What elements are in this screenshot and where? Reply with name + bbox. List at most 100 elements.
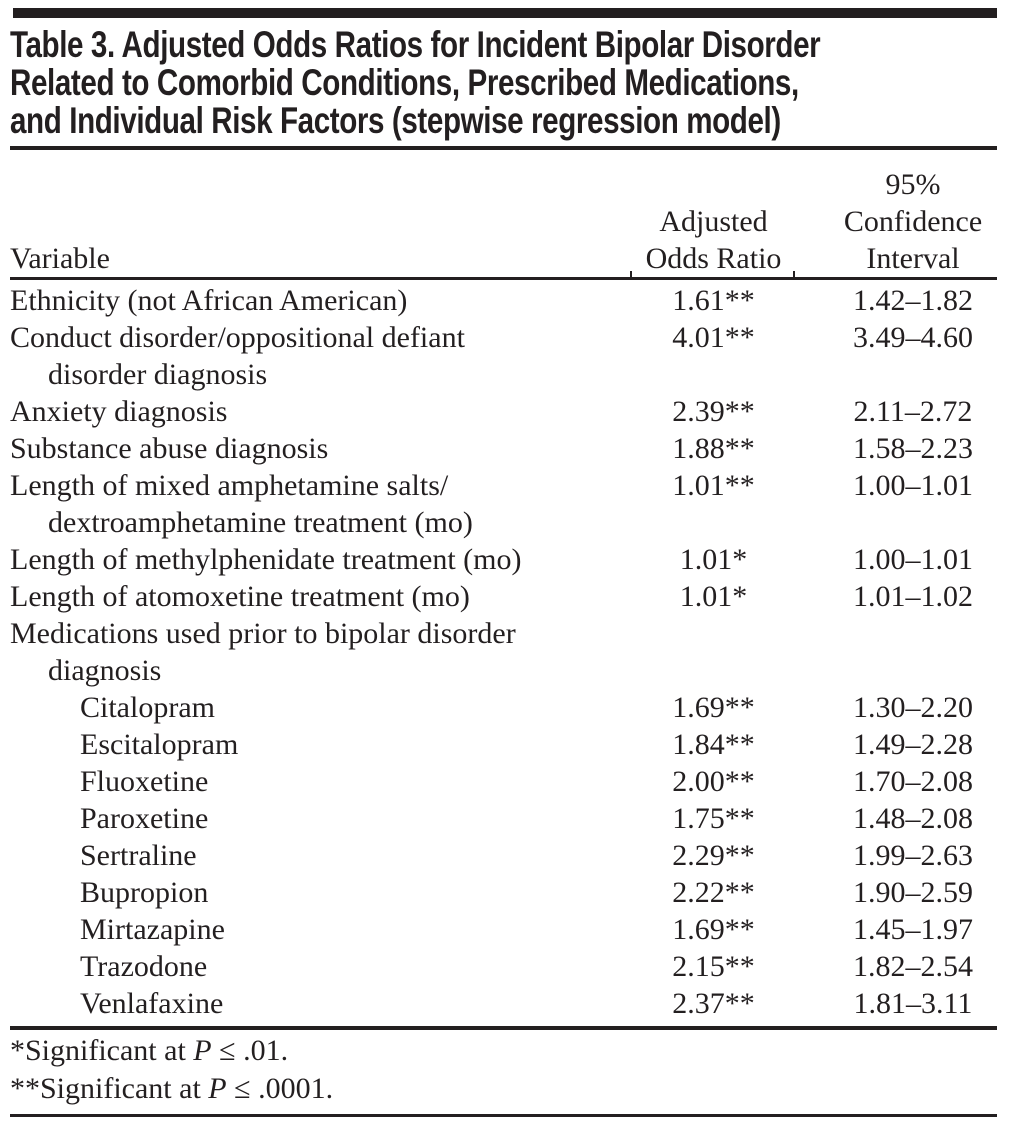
confidence-interval-cell: 1.48–2.08 [853, 802, 973, 835]
confidence-interval-cell: 1.82–2.54 [853, 950, 973, 983]
footnotes: *Significant at P ≤ .01. **Significant at… [10, 1030, 997, 1108]
column-header-line: Odds Ratio [645, 242, 782, 275]
table-row: Length of methylphenidate treatment (mo)… [10, 541, 997, 578]
table-row: Venlafaxine 2.37** 1.81–3.11 [10, 985, 997, 1022]
table-row: Mirtazapine 1.69** 1.45–1.97 [10, 911, 997, 948]
confidence-interval-cell: 1.00–1.01 [853, 469, 973, 502]
table-row: Substance abuse diagnosis 1.88** 1.58–2.23 [10, 430, 997, 467]
adjusted-odds-ratio-cell: 1.61** [672, 284, 755, 317]
adjusted-odds-ratio-cell: 1.88** [672, 432, 755, 465]
column-header-line: Confidence [843, 205, 983, 238]
table-row: Paroxetine 1.75** 1.48–2.08 [10, 800, 997, 837]
table-row: Length of mixed amphetamine salts/1.01**… [10, 467, 997, 504]
adjusted-odds-ratio-cell: 1.84** [672, 728, 755, 761]
table-row: disorder diagnosis [10, 356, 997, 393]
column-header-confidence-interval: 95% Confidence Interval [795, 166, 997, 277]
variable-cell: Sertraline [80, 839, 197, 872]
confidence-interval-cell: 1.81–3.11 [853, 987, 973, 1020]
variable-cell: Escitalopram [80, 728, 239, 761]
column-header-adjusted-odds-ratio: Adjusted Odds Ratio [632, 203, 795, 277]
confidence-interval-cell: 1.90–2.59 [853, 876, 973, 909]
variable-cell: Fluoxetine [80, 765, 209, 798]
adjusted-odds-ratio-cell: 1.75** [672, 802, 755, 835]
variable-cell: Mirtazapine [80, 913, 225, 946]
variable-cell: Substance abuse diagnosis [10, 432, 329, 465]
variable-cell: Bupropion [80, 876, 209, 909]
footnote-text: *Significant at [10, 1034, 194, 1067]
top-heavy-rule [13, 8, 997, 18]
title-underline-rule [10, 146, 997, 150]
table-row: Medications used prior to bipolar disord… [10, 615, 997, 652]
footnote-text: ≤ .0001. [226, 1072, 334, 1105]
variable-cell: Medications used prior to bipolar disord… [10, 617, 516, 650]
confidence-interval-cell: 1.70–2.08 [853, 765, 973, 798]
column-divider-tick [793, 271, 795, 280]
table-title-line: Table 3. Adjusted Odds Ratios for Incide… [10, 24, 821, 65]
bottom-rule [10, 1114, 997, 1117]
adjusted-odds-ratio-cell: 4.01** [672, 321, 755, 354]
variable-cell: Length of mixed amphetamine salts/ [10, 469, 449, 502]
table-row: diagnosis [10, 652, 997, 689]
confidence-interval-cell: 3.49–4.60 [853, 321, 973, 354]
confidence-interval-cell: 1.58–2.23 [853, 432, 973, 465]
adjusted-odds-ratio-cell [632, 504, 795, 541]
variable-cell: disorder diagnosis [48, 358, 268, 391]
variable-cell: Citalopram [80, 691, 215, 724]
confidence-interval-cell: 1.30–2.20 [853, 691, 973, 724]
table-row: Fluoxetine 2.00** 1.70–2.08 [10, 763, 997, 800]
confidence-interval-cell: 1.45–1.97 [853, 913, 973, 946]
adjusted-odds-ratio-cell: 1.01** [672, 469, 755, 502]
variable-cell: Trazodone [80, 950, 208, 983]
column-headers: Variable Adjusted Odds Ratio 95% Confide… [10, 166, 997, 277]
table-row: Citalopram 1.69** 1.30–2.20 [10, 689, 997, 726]
adjusted-odds-ratio-cell: 1.01* [679, 580, 748, 613]
column-header-line: Interval [866, 242, 960, 275]
confidence-interval-cell: 1.49–2.28 [853, 728, 973, 761]
table-row: Conduct disorder/oppositional defiant 4.0… [10, 319, 997, 356]
adjusted-odds-ratio-cell [632, 615, 795, 652]
table-row: Trazodone 2.15** 1.82–2.54 [10, 948, 997, 985]
confidence-interval-cell: 2.11–2.72 [853, 395, 973, 428]
table-rows: Ethnicity (not African American) 1.61** 1.… [10, 280, 997, 1022]
footnote-rule [10, 1026, 997, 1030]
variable-cell: Venlafaxine [80, 987, 224, 1020]
table-row: Length of atomoxetine treatment (mo) 1.01… [10, 578, 997, 615]
adjusted-odds-ratio-cell: 1.01* [679, 543, 748, 576]
table-row: Ethnicity (not African American) 1.61** 1.… [10, 282, 997, 319]
adjusted-odds-ratio-cell: 2.29** [672, 839, 755, 872]
footnote: *Significant at P ≤ .01. [10, 1032, 997, 1070]
adjusted-odds-ratio-cell: 1.69** [672, 691, 755, 724]
variable-cell: Length of atomoxetine treatment (mo) [10, 580, 470, 613]
confidence-interval-cell: 1.01–1.02 [853, 580, 973, 613]
column-header-variable: Variable [10, 242, 110, 275]
variable-cell: Length of methylphenidate treatment (mo) [10, 543, 522, 576]
table-title-line: and Individual Risk Factors (stepwise re… [10, 100, 781, 141]
table-row: Bupropion 2.22** 1.90–2.59 [10, 874, 997, 911]
variable-cell: diagnosis [48, 654, 162, 687]
adjusted-odds-ratio-cell: 2.37** [672, 987, 755, 1020]
column-header-line: Adjusted [659, 205, 768, 238]
p-value-symbol: P [208, 1072, 227, 1105]
adjusted-odds-ratio-cell: 1.69** [672, 913, 755, 946]
column-header-line: 95% [885, 168, 941, 201]
variable-cell: Conduct disorder/oppositional defiant [10, 321, 465, 354]
adjusted-odds-ratio-cell: 2.15** [672, 950, 755, 983]
footnote: **Significant at P ≤ .0001. [10, 1070, 997, 1108]
table-row: Escitalopram 1.84** 1.49–2.28 [10, 726, 997, 763]
footnote-text: ≤ .01. [211, 1034, 289, 1067]
confidence-interval-cell [795, 356, 997, 393]
header-rule [10, 271, 997, 280]
adjusted-odds-ratio-cell [632, 652, 795, 689]
table-row: Anxiety diagnosis 2.39** 2.11–2.72 [10, 393, 997, 430]
variable-cell: Paroxetine [80, 802, 209, 835]
confidence-interval-cell [795, 615, 997, 652]
column-divider-tick [630, 271, 632, 280]
table-title: Table 3. Adjusted Odds Ratios for Incide… [10, 26, 997, 140]
table-row: Sertraline 2.29** 1.99–2.63 [10, 837, 997, 874]
confidence-interval-cell [795, 652, 997, 689]
adjusted-odds-ratio-cell: 2.22** [672, 876, 755, 909]
variable-cell: Anxiety diagnosis [10, 395, 228, 428]
table-row: dextroamphetamine treatment (mo) [10, 504, 997, 541]
variable-cell: Ethnicity (not African American) [10, 284, 408, 317]
